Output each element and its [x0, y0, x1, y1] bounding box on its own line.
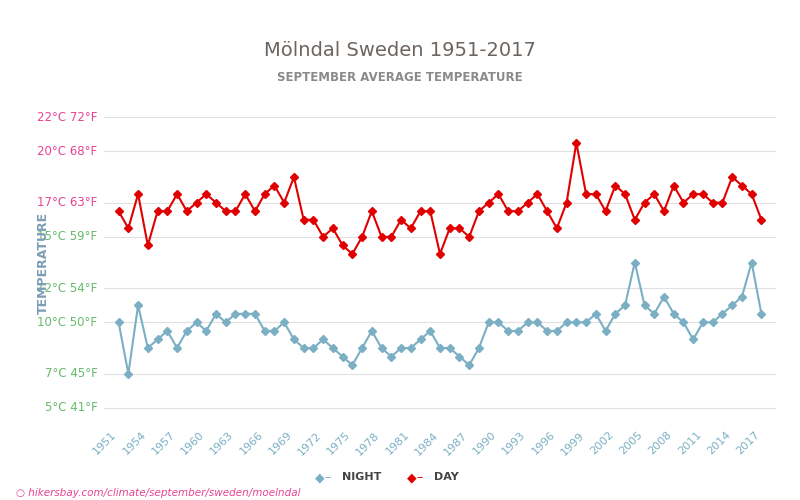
Text: 5°C 41°F: 5°C 41°F: [45, 402, 98, 414]
Text: 7°C 45°F: 7°C 45°F: [45, 367, 98, 380]
Text: –: –: [416, 471, 422, 484]
Text: 15°C 59°F: 15°C 59°F: [37, 230, 98, 243]
Text: 12°C 54°F: 12°C 54°F: [37, 282, 98, 294]
Text: DAY: DAY: [434, 472, 459, 482]
Text: SEPTEMBER AVERAGE TEMPERATURE: SEPTEMBER AVERAGE TEMPERATURE: [277, 71, 523, 84]
Text: NIGHT: NIGHT: [342, 472, 382, 482]
Text: ◆: ◆: [315, 471, 325, 484]
Text: 22°C 72°F: 22°C 72°F: [37, 110, 98, 124]
Text: ○ hikersbay.com/climate/september/sweden/moelndal: ○ hikersbay.com/climate/september/sweden…: [16, 488, 301, 498]
Text: TEMPERATURE: TEMPERATURE: [37, 212, 50, 314]
Text: –: –: [324, 471, 330, 484]
Text: 10°C 50°F: 10°C 50°F: [38, 316, 98, 329]
Text: ◆: ◆: [407, 471, 417, 484]
Text: 17°C 63°F: 17°C 63°F: [37, 196, 98, 209]
Text: 20°C 68°F: 20°C 68°F: [37, 145, 98, 158]
Text: Mölndal Sweden 1951-2017: Mölndal Sweden 1951-2017: [264, 40, 536, 60]
